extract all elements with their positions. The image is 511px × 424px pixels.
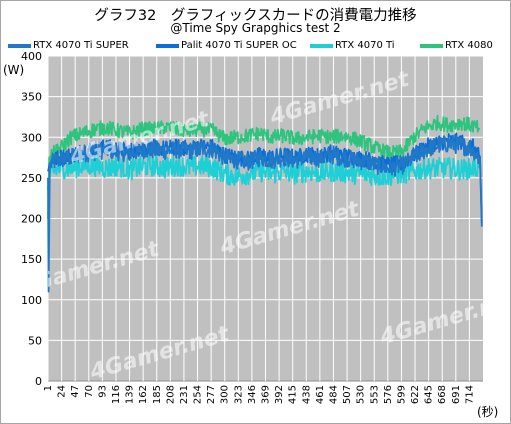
chart-title: グラフ32 グラフィックスカードの消費電力推移 xyxy=(94,8,417,24)
x-tick-label: 300 xyxy=(220,385,231,404)
x-tick-label: 93 xyxy=(97,385,108,398)
y-tick-label: 350 xyxy=(21,91,42,104)
y-tick-label: 100 xyxy=(21,294,42,307)
x-tick-label: 507 xyxy=(342,385,353,404)
x-tick-label: 254 xyxy=(193,385,204,404)
legend-label: RTX 4080 xyxy=(445,40,493,51)
x-tick-label: 24 xyxy=(57,385,68,398)
x-tick-label: 139 xyxy=(125,385,136,404)
y-tick-label: 200 xyxy=(21,213,42,226)
x-tick-label: 70 xyxy=(84,385,95,398)
series-line xyxy=(47,135,483,293)
chart-subtitle: @Time Spy Grapghics test 2 xyxy=(170,21,341,35)
x-tick-label: 47 xyxy=(70,385,81,398)
x-tick-label: 576 xyxy=(383,385,394,404)
legend-label: RTX 4070 Ti xyxy=(335,40,395,51)
legend-swatch xyxy=(420,44,443,48)
y-tick-label: 50 xyxy=(28,334,42,347)
legend-label: RTX 4070 Ti SUPER xyxy=(33,40,129,51)
x-tick-label: 645 xyxy=(424,385,435,404)
series-line xyxy=(47,155,481,191)
legend-label: Palit 4070 Ti SUPER OC xyxy=(181,40,297,51)
legend-swatch xyxy=(8,44,31,48)
y-tick-label: 0 xyxy=(35,375,42,388)
x-tick-label: 162 xyxy=(138,385,149,404)
legend-swatch xyxy=(156,44,179,48)
x-tick-label: 231 xyxy=(179,385,190,404)
x-tick-label: 346 xyxy=(247,385,258,404)
x-tick-labels: 1 24 47 70 93 116 139 162 185 208 231 254 277 300 323 3… xyxy=(43,385,475,404)
x-tick-label: 530 xyxy=(356,385,367,404)
y-tick-label: 300 xyxy=(21,131,42,144)
y-tick-labels: 0 50 100 150 200 250 300 350 400 xyxy=(21,50,42,388)
y-tick-label: 400 xyxy=(21,50,42,63)
y-tick-label: 150 xyxy=(21,253,42,266)
chart-legend: RTX 4070 Ti SUPER Palit 4070 Ti SUPER OC… xyxy=(8,39,508,53)
x-tick-label: 599 xyxy=(396,385,407,404)
x-tick-label: 415 xyxy=(288,385,299,404)
x-tick-label: 668 xyxy=(437,385,448,404)
x-tick-label: 1 xyxy=(43,385,54,391)
x-tick-label: 277 xyxy=(206,385,217,404)
series-lines xyxy=(47,114,483,293)
x-tick-label: 553 xyxy=(369,385,380,404)
series-line xyxy=(47,114,481,219)
x-tick-label: 714 xyxy=(464,385,475,404)
x-axis-unit: (秒) xyxy=(477,405,498,419)
x-tick-label: 484 xyxy=(328,385,339,404)
x-tick-label: 323 xyxy=(233,385,244,404)
x-tick-label: 438 xyxy=(301,385,312,404)
x-tick-label: 208 xyxy=(165,385,176,404)
x-tick-label: 185 xyxy=(152,385,163,404)
x-tick-label: 691 xyxy=(451,385,462,404)
x-tick-label: 622 xyxy=(410,385,421,404)
legend-swatch xyxy=(310,44,333,48)
x-tick-label: 461 xyxy=(315,385,326,404)
y-axis-unit: (W) xyxy=(3,63,24,77)
x-tick-label: 392 xyxy=(274,385,285,404)
x-tick-label: 116 xyxy=(111,385,122,404)
x-tick-label: 369 xyxy=(261,385,272,404)
y-tick-label: 250 xyxy=(21,172,42,185)
